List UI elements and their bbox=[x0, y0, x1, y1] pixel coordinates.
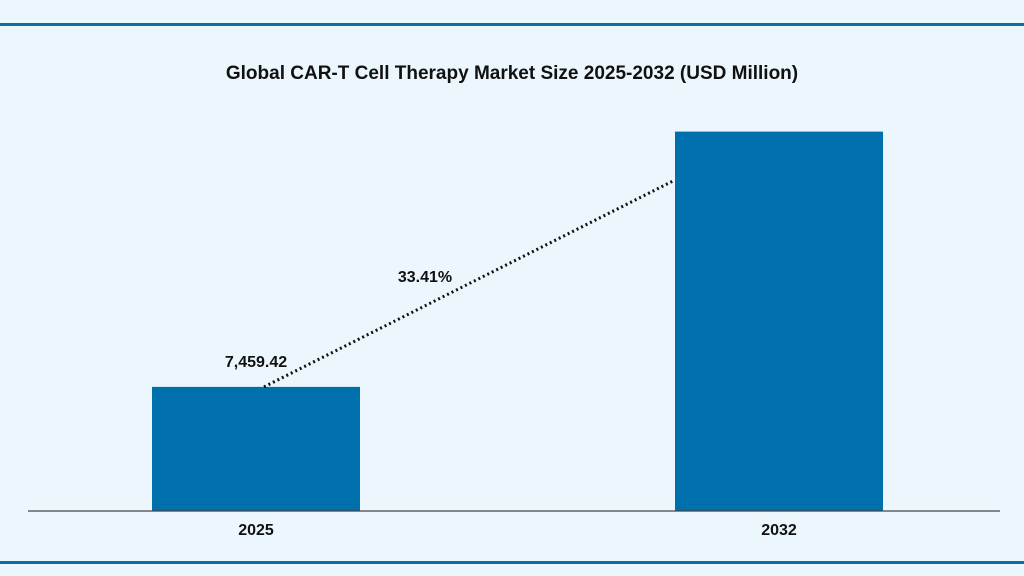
growth-line bbox=[263, 179, 674, 389]
chart-title: Global CAR-T Cell Therapy Market Size 20… bbox=[226, 63, 798, 84]
value-label: 7,459.42 bbox=[225, 354, 287, 371]
bar bbox=[152, 386, 360, 511]
bar bbox=[675, 131, 883, 511]
x-tick-label: 2025 bbox=[238, 522, 274, 539]
bottom-border bbox=[0, 561, 1024, 564]
top-border bbox=[0, 23, 1024, 26]
x-tick-label: 2032 bbox=[761, 522, 797, 539]
annotation: 33.41% bbox=[398, 269, 452, 286]
